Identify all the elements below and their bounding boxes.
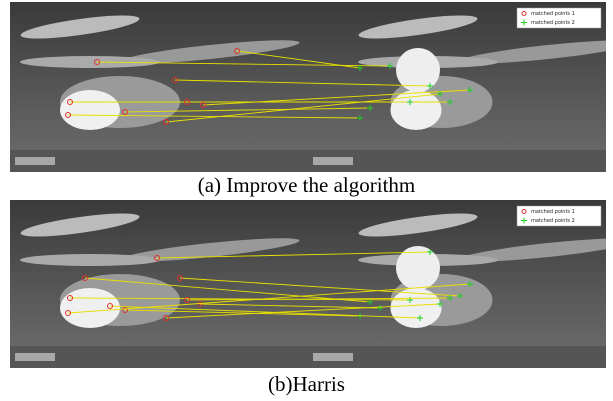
rotor-blade <box>20 254 160 266</box>
legend-label: matched points 1 <box>531 11 575 17</box>
overlay-text <box>15 353 55 361</box>
legend-label: matched points 2 <box>531 20 575 26</box>
helicopter-hot <box>391 90 442 130</box>
caption: (b)Harris <box>0 372 613 397</box>
figure-page: matched points 1 matched points 2 (a) Imp… <box>0 0 613 401</box>
overlay-text <box>313 157 353 165</box>
legend-label: matched points 2 <box>531 218 575 224</box>
image-panel: matched points 1 matched points 2 <box>10 2 606 172</box>
legend-label: matched points 1 <box>531 209 575 215</box>
caption: (a) Improve the algorithm <box>0 173 613 198</box>
helicopter-hot <box>60 90 120 130</box>
overlay-text <box>15 157 55 165</box>
image-panel: matched points 1 matched points 2 <box>10 200 606 368</box>
rotor-blade <box>20 56 160 68</box>
overlay-text <box>313 353 353 361</box>
